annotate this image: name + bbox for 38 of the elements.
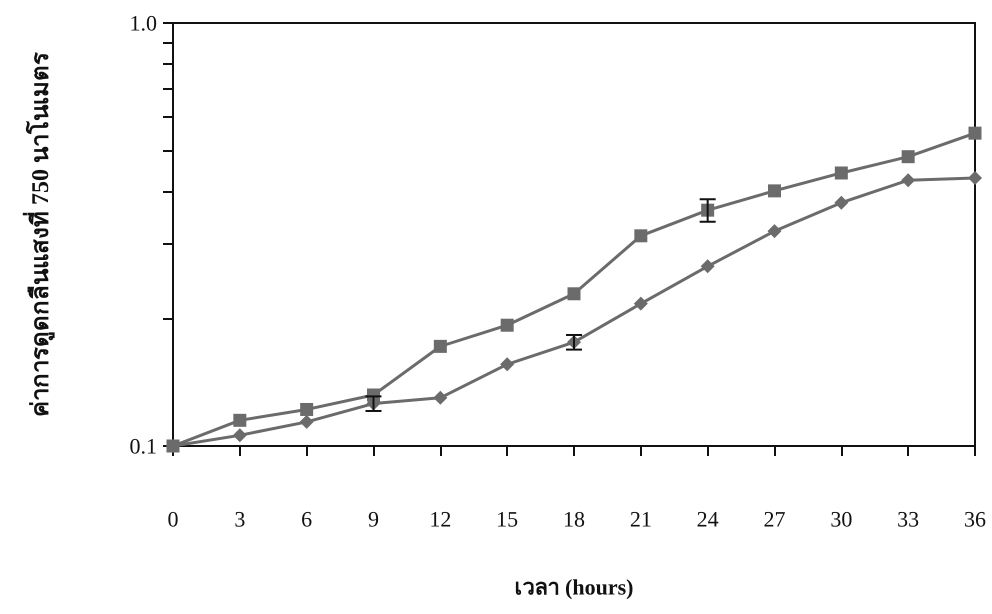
- point: [700, 259, 715, 274]
- point: [834, 166, 848, 180]
- point: [233, 414, 246, 427]
- point: [901, 173, 916, 188]
- point: [968, 126, 982, 140]
- point: [834, 196, 848, 210]
- x-axis-title: เวลา (hours): [514, 574, 634, 600]
- point: [300, 414, 314, 429]
- point: [434, 340, 447, 353]
- point: [500, 357, 514, 372]
- x-tick-label: 33: [897, 506, 920, 532]
- x-tick-label: 30: [830, 506, 852, 532]
- x-tick-label: 36: [964, 506, 986, 532]
- x-tick-label: 21: [630, 506, 652, 532]
- y-axis-title: ค่าการดูดกลืนแสงที่ 750 นาโนเมตร: [22, 52, 55, 417]
- point: [902, 150, 915, 164]
- point: [968, 171, 982, 186]
- x-tick-label: 27: [764, 506, 786, 532]
- x-tick-label: 6: [301, 506, 312, 532]
- point: [166, 440, 180, 452]
- x-tick-label: 24: [696, 506, 719, 532]
- point: [500, 318, 514, 332]
- x-tick-label: 0: [168, 506, 178, 532]
- x-tick-label: 3: [234, 506, 246, 532]
- y-tick-label: 0.1: [130, 434, 157, 458]
- point: [568, 287, 580, 300]
- x-tick-label: 9: [368, 506, 379, 532]
- point: [768, 224, 782, 238]
- point: [433, 390, 448, 405]
- x-tick-label: 18: [563, 506, 585, 532]
- point: [768, 184, 781, 198]
- point: [634, 229, 648, 242]
- y-tick-label: 1.0: [130, 10, 157, 36]
- x-tick-label: 15: [496, 506, 518, 532]
- point: [634, 296, 648, 311]
- point: [232, 428, 247, 442]
- point: [300, 402, 314, 416]
- x-tick-label: 12: [429, 506, 452, 532]
